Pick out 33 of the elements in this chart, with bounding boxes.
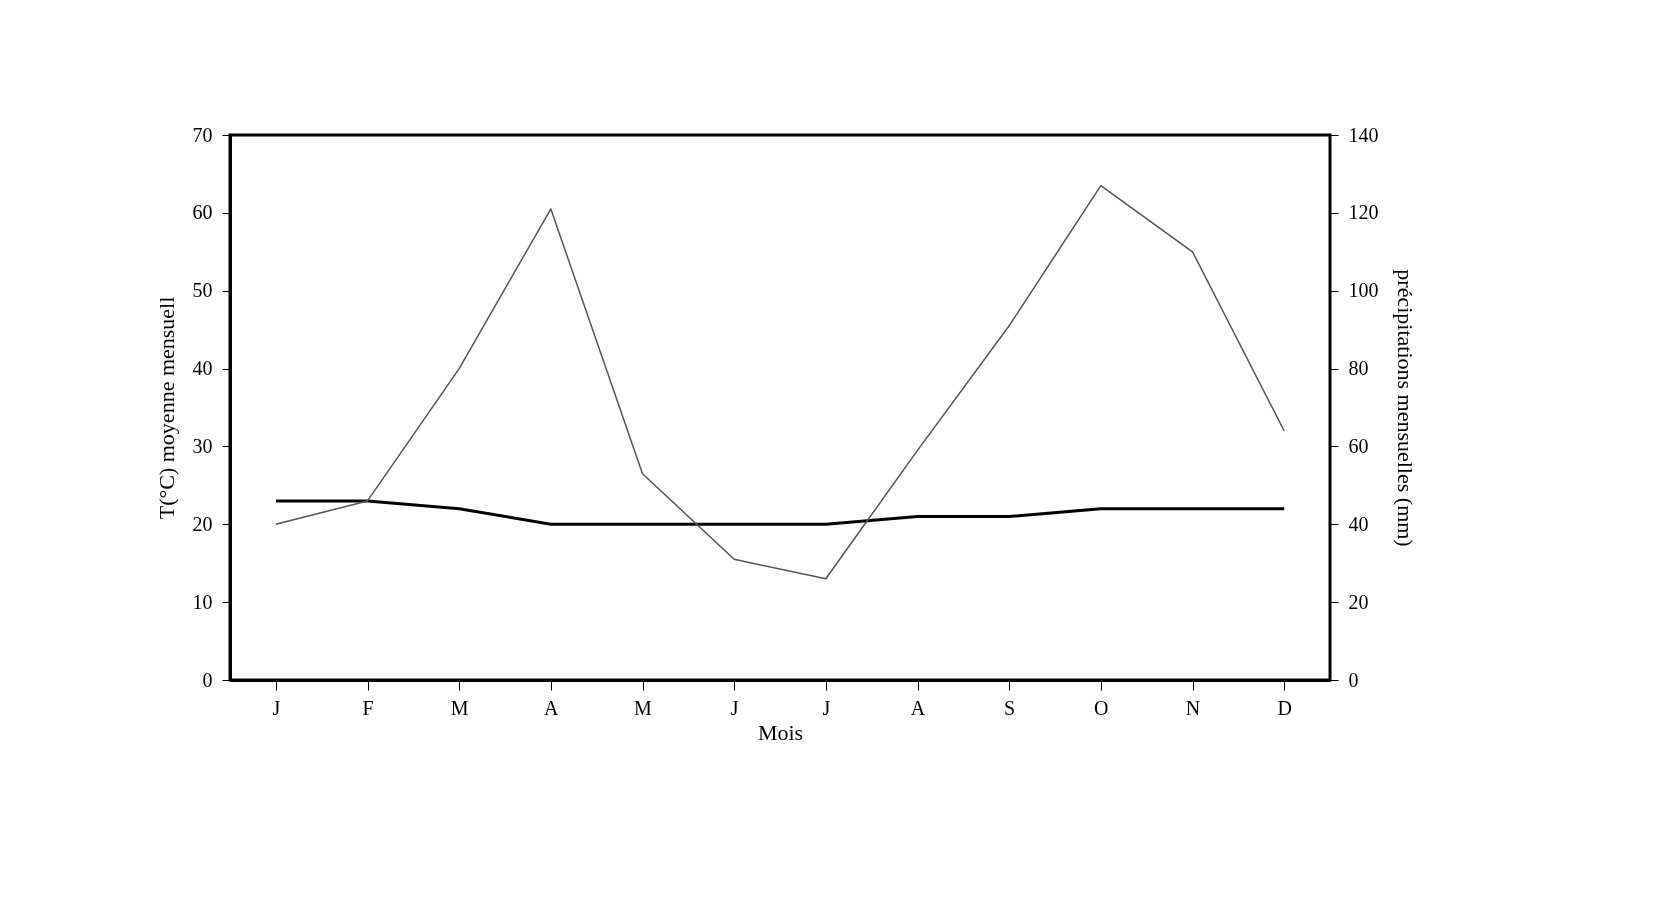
y2-tick-label: 80 [1348,357,1369,380]
y2-tick-label: 0 [1348,668,1359,691]
y-tick-label: 10 [192,590,213,613]
y2-tick-label: 120 [1348,201,1379,224]
y2-tick-label: 100 [1348,279,1379,302]
x-tick-label: N [1185,696,1201,719]
y2-axis-title: précipitations mensuelles (mm) [1392,269,1418,547]
y-tick-label: 50 [192,279,213,302]
x-tick-label: J [822,696,831,719]
y-tick-label: 40 [192,357,213,380]
line-series [274,499,1286,526]
x-tick-label: D [1277,696,1292,719]
x-tick-label: J [730,696,739,719]
line-series [275,184,1285,580]
x-tick-label: J [272,696,281,719]
x-tick-label: A [910,696,926,719]
x-tick-label: O [1094,696,1109,719]
x-tick-label: M [450,696,469,719]
x-tick-label: F [362,696,374,719]
y-axis-title: T(°C) moyenne mensuell [153,296,179,520]
y-tick-label: 60 [192,201,213,224]
y-tick-label: 0 [202,668,213,691]
x-tick-label: M [634,696,653,719]
y-tick-label: 30 [192,434,213,457]
x-tick-label: A [544,696,560,719]
y-tick-label: 20 [192,512,213,535]
y2-tick-label: 20 [1348,590,1369,613]
y2-tick-label: 40 [1348,512,1369,535]
x-axis-title: Mois [757,719,804,745]
y-tick-label: 70 [192,123,213,146]
y2-tick-label: 60 [1348,434,1369,457]
y2-tick-label: 140 [1348,123,1379,146]
x-tick-label: S [1004,696,1016,719]
